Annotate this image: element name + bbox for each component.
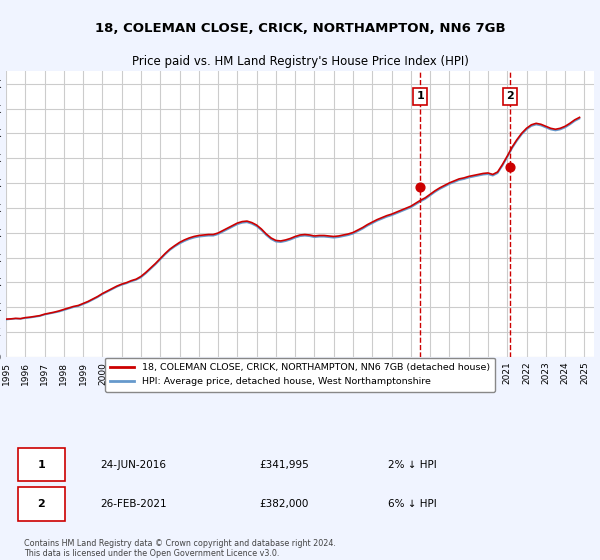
FancyBboxPatch shape [18, 487, 65, 521]
Text: £382,000: £382,000 [259, 499, 308, 509]
FancyBboxPatch shape [18, 447, 65, 481]
Text: Price paid vs. HM Land Registry's House Price Index (HPI): Price paid vs. HM Land Registry's House … [131, 55, 469, 68]
Text: 24-JUN-2016: 24-JUN-2016 [100, 460, 166, 469]
Text: 1: 1 [37, 460, 45, 469]
Text: 2: 2 [37, 499, 45, 509]
Legend: 18, COLEMAN CLOSE, CRICK, NORTHAMPTON, NN6 7GB (detached house), HPI: Average pr: 18, COLEMAN CLOSE, CRICK, NORTHAMPTON, N… [104, 358, 496, 391]
Point [415, 183, 425, 192]
Text: 1: 1 [416, 91, 424, 101]
Text: £341,995: £341,995 [259, 460, 308, 469]
Text: 26-FEB-2021: 26-FEB-2021 [100, 499, 167, 509]
Text: 18, COLEMAN CLOSE, CRICK, NORTHAMPTON, NN6 7GB: 18, COLEMAN CLOSE, CRICK, NORTHAMPTON, N… [95, 22, 505, 35]
Text: 6% ↓ HPI: 6% ↓ HPI [388, 499, 437, 509]
Text: 2% ↓ HPI: 2% ↓ HPI [388, 460, 437, 469]
Point [505, 163, 515, 172]
Text: Contains HM Land Registry data © Crown copyright and database right 2024.
This d: Contains HM Land Registry data © Crown c… [23, 539, 335, 558]
Text: 2: 2 [506, 91, 514, 101]
